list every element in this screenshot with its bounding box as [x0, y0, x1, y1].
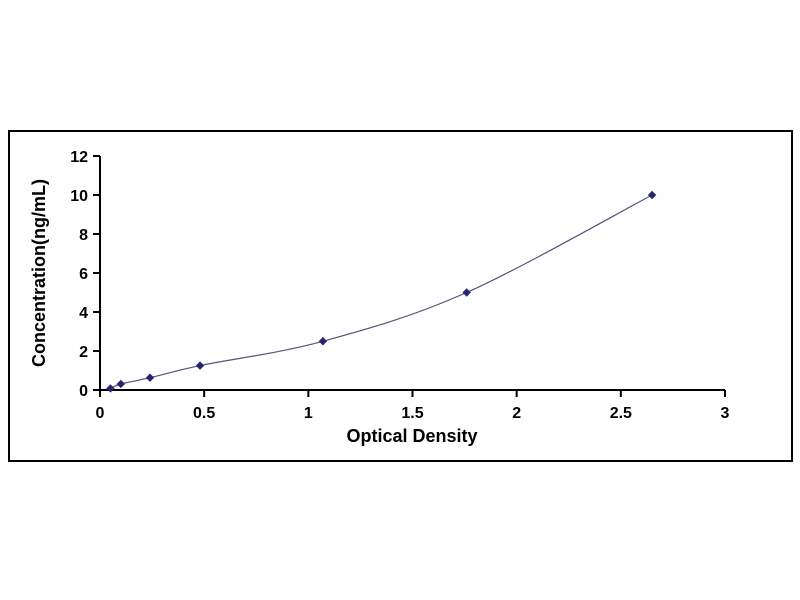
data-point-marker	[106, 384, 115, 393]
data-point-marker	[116, 379, 126, 389]
data-point-marker	[195, 361, 205, 370]
y-tick-label: 6	[79, 266, 88, 283]
data-point-marker	[145, 373, 155, 382]
x-tick-label: 2	[512, 405, 521, 422]
curve-line	[110, 194, 653, 389]
x-tick-label: 1.5	[401, 405, 423, 422]
data-point-marker	[647, 190, 657, 200]
x-tick-label: 1	[304, 405, 313, 422]
standard-curve-chart-frame: 0 0.5 1 1.5 2 2.5 3 0 2 4 6 8 10 12 Concentration(ng/…	[8, 130, 793, 462]
x-tick-label: 0.5	[193, 405, 215, 422]
y-tick-label: 12	[70, 149, 88, 166]
y-tick-label: 4	[79, 305, 88, 322]
y-tick-label: 10	[70, 188, 88, 205]
standard-curve-plot: 0 0.5 1 1.5 2 2.5 3 0 2 4 6 8 10 12	[70, 149, 730, 422]
y-tick-label: 2	[79, 344, 88, 361]
data-point-marker	[462, 288, 471, 297]
x-tick-label: 3	[721, 405, 730, 422]
data-point-marker	[318, 337, 328, 346]
y-tick-label: 8	[79, 227, 88, 244]
x-tick-label: 0	[96, 405, 105, 422]
y-tick-label: 0	[79, 383, 88, 400]
x-tick-label: 2.5	[610, 405, 632, 422]
